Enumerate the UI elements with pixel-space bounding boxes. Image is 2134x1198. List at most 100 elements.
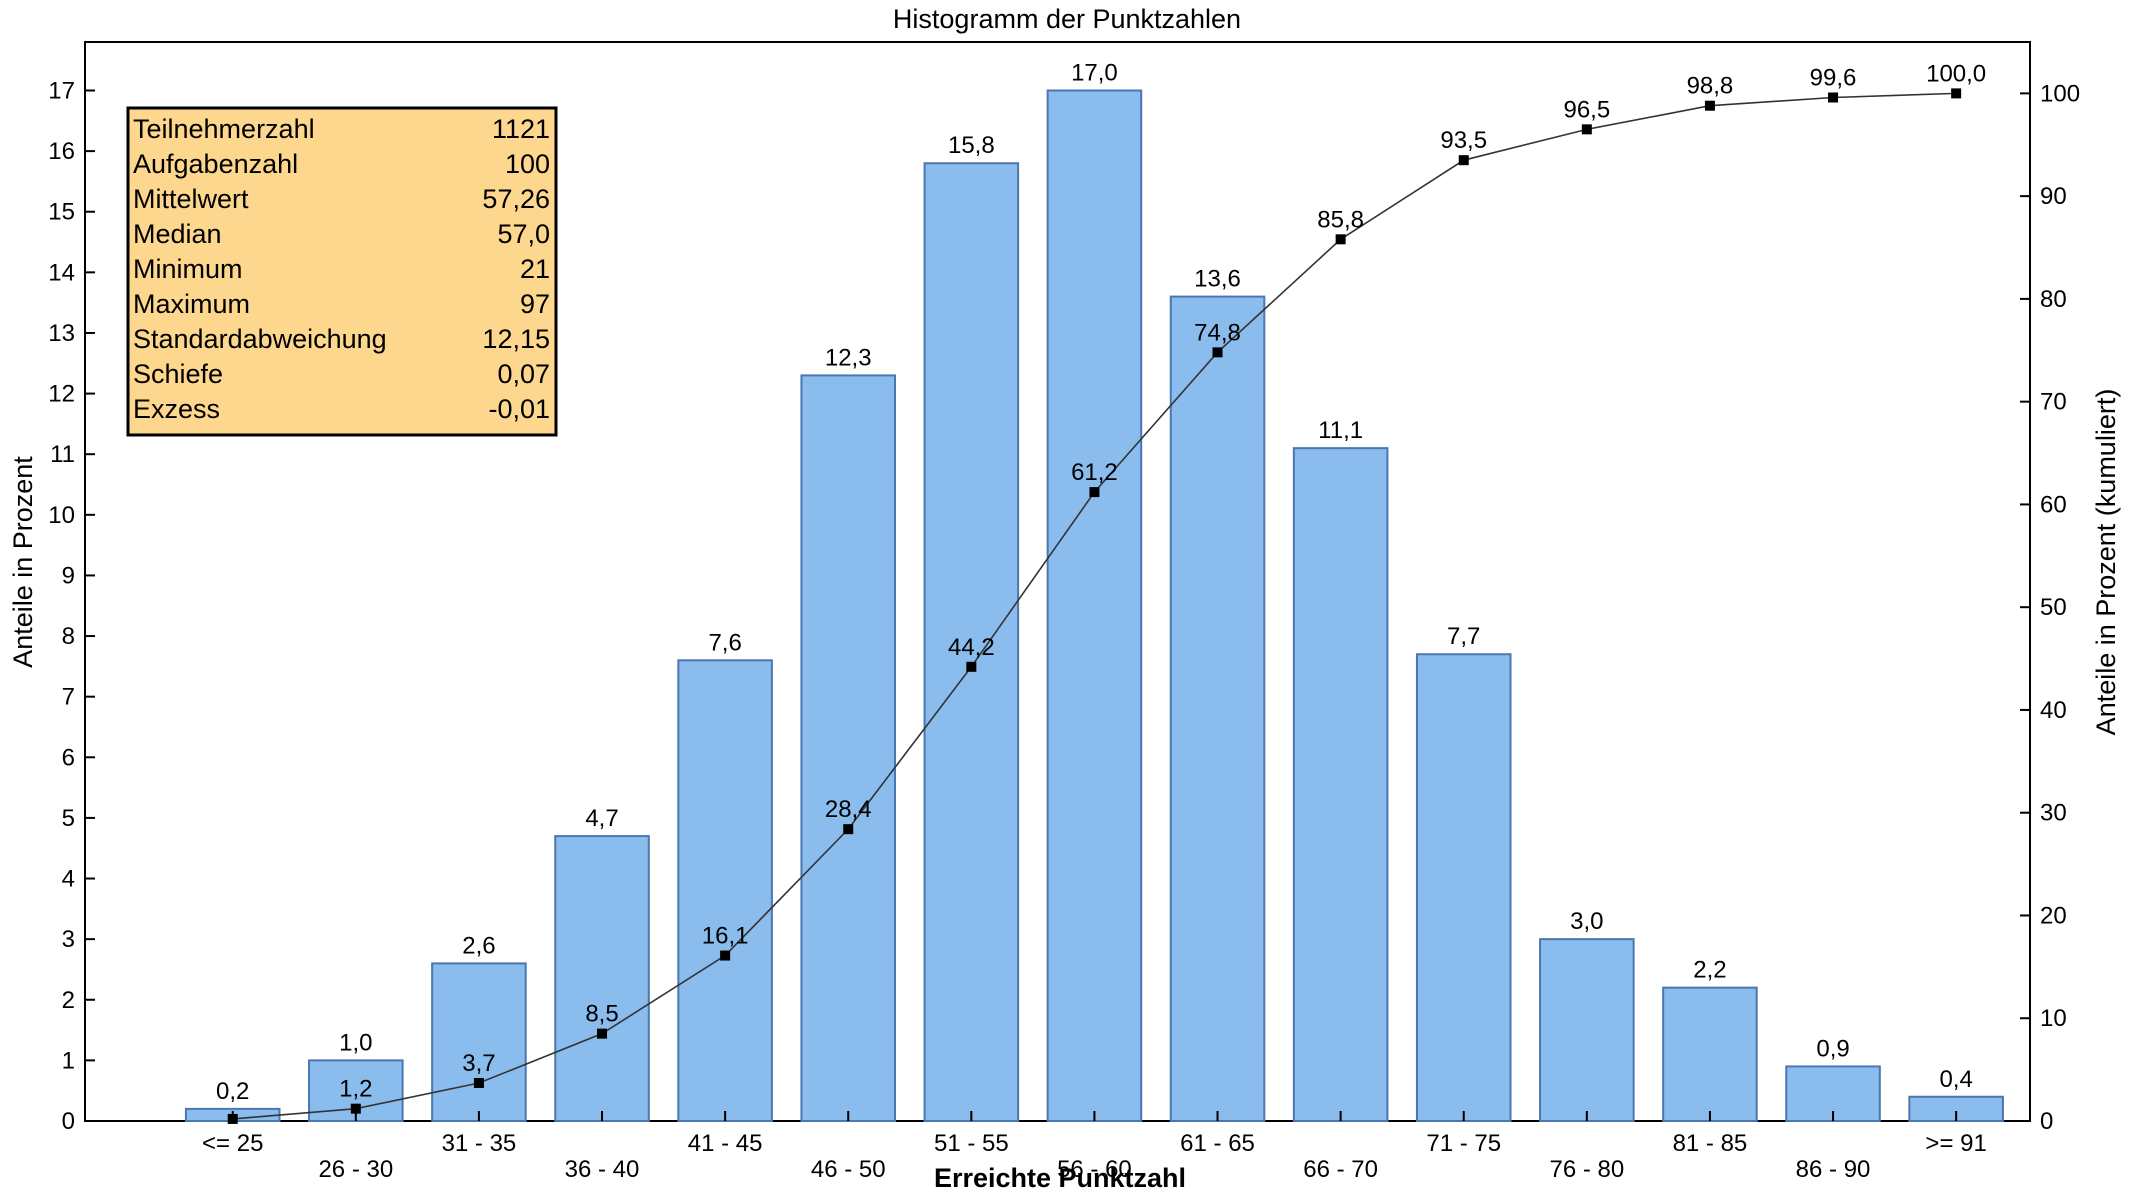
stat-value: 97: [520, 289, 550, 319]
y-tick-label: 11: [50, 441, 75, 468]
x-tick-label: <= 25: [202, 1130, 263, 1157]
stat-value: 0,07: [497, 359, 550, 389]
cumulative-value-label: 16,1: [702, 923, 749, 950]
cumulative-marker: [843, 824, 854, 835]
cumulative-marker: [1089, 487, 1100, 498]
y2-tick-label: 10: [2040, 1005, 2067, 1032]
stat-value: -0,01: [488, 394, 550, 424]
y-tick-label: 6: [62, 744, 75, 771]
y-tick-label: 1: [62, 1047, 75, 1074]
x-tick-label: 66 - 70: [1303, 1156, 1378, 1183]
y-tick-label: 14: [48, 259, 75, 286]
bar-value-label: 1,0: [339, 1029, 372, 1056]
bar-value-label: 2,6: [462, 932, 495, 959]
cumulative-value-label: 8,5: [585, 1001, 618, 1028]
y-tick-label: 16: [48, 138, 75, 165]
cumulative-value-label: 99,6: [1810, 64, 1857, 91]
cumulative-marker: [1704, 100, 1715, 111]
cumulative-marker: [720, 950, 731, 961]
cumulative-marker: [473, 1077, 484, 1088]
cumulative-marker: [1951, 88, 1962, 99]
cumulative-value-label: 96,5: [1563, 96, 1610, 123]
right-axis-ticks: 0 10 20 30 40 50 60 70 80 90 100: [2020, 80, 2080, 1135]
cumulative-value-label: 98,8: [1687, 73, 1734, 100]
y2-tick-label: 100: [2040, 80, 2080, 107]
bar-value-label: 13,6: [1194, 266, 1241, 293]
cumulative-marker: [1828, 92, 1839, 103]
y2-tick-label: 20: [2040, 902, 2067, 929]
stat-label: Schiefe: [133, 359, 223, 389]
stat-label: Maximum: [133, 289, 250, 319]
x-tick-label: 26 - 30: [318, 1156, 393, 1183]
bar-value-label: 0,2: [216, 1078, 249, 1105]
bar: [431, 962, 527, 1122]
bar: [1169, 295, 1266, 1122]
y-tick-label: 0: [62, 1108, 75, 1135]
y-tick-label: 15: [48, 199, 75, 226]
cumulative-line: 1,2 3,7 8,5 16,1 28,4 44,2 61,2 74,8 85,8 93,5 96,…: [227, 60, 1986, 1124]
cumulative-value-label: 74,8: [1194, 319, 1241, 346]
y-tick-label: 5: [62, 805, 75, 832]
stat-value: 57,0: [497, 219, 550, 249]
bar-value-label: 15,8: [948, 132, 995, 159]
chart-title: Histogramm der Punktzahlen: [893, 4, 1241, 34]
y2-tick-label: 0: [2040, 1108, 2053, 1135]
bar: [1046, 89, 1143, 1122]
cumulative-marker: [597, 1028, 608, 1039]
y2-axis-title: Anteile in Prozent (kumuliert): [2091, 389, 2121, 736]
x-tick-label: 51 - 55: [934, 1130, 1009, 1157]
stat-value: 21: [520, 254, 550, 284]
cumulative-value-label: 44,2: [948, 634, 995, 661]
bar-value-label: 0,4: [1939, 1066, 1972, 1093]
y-tick-label: 2: [62, 987, 75, 1014]
cumulative-marker: [1458, 155, 1469, 166]
cumulative-value-label: 100,0: [1926, 60, 1986, 87]
x-tick-label: 36 - 40: [565, 1156, 640, 1183]
y2-tick-label: 80: [2040, 286, 2067, 313]
bar-value-label: 17,0: [1071, 59, 1118, 86]
cumulative-marker: [1212, 347, 1223, 358]
x-tick-label: 41 - 45: [688, 1130, 763, 1157]
stat-label: Median: [133, 219, 222, 249]
y-tick-label: 3: [62, 926, 75, 953]
y-tick-label: 10: [48, 502, 75, 529]
x-axis-title: Erreichte Punktzahl: [934, 1163, 1186, 1193]
stat-value: 100: [505, 149, 550, 179]
stat-label: Aufgabenzahl: [133, 149, 298, 179]
bar: [1415, 653, 1512, 1122]
y2-tick-label: 60: [2040, 491, 2067, 518]
bar: [800, 374, 897, 1122]
x-tick-label: 71 - 75: [1426, 1130, 1501, 1157]
bar-value-label: 7,6: [708, 629, 741, 656]
y-tick-label: 4: [62, 866, 75, 893]
cumulative-value-label: 1,2: [339, 1076, 372, 1103]
bar: [1539, 938, 1635, 1122]
y2-tick-label: 40: [2040, 697, 2067, 724]
y-tick-label: 9: [62, 562, 75, 589]
bar-value-label: 12,3: [825, 344, 872, 371]
stat-label: Mittelwert: [133, 184, 249, 214]
y2-tick-label: 30: [2040, 800, 2067, 827]
bar-value-label: 0,9: [1816, 1035, 1849, 1062]
bar-value-label: 3,0: [1570, 908, 1603, 935]
statistics-box: Teilnehmerzahl 1121 Aufgabenzahl 100 Mittelw…: [126, 106, 558, 437]
stat-label: Standardabweichung: [133, 324, 387, 354]
cumulative-value-label: 28,4: [825, 796, 872, 823]
cumulative-value-label: 61,2: [1071, 459, 1118, 486]
y-tick-label: 7: [62, 684, 75, 711]
cumulative-marker: [966, 661, 977, 672]
cumulative-value-label: 85,8: [1317, 206, 1364, 233]
bar-value-labels: 0,2 1,0 2,6 4,7 7,6 12,3 15,8 17,0 13,6 11,1 7,7 3,…: [216, 59, 1973, 1104]
x-tick-label: 81 - 85: [1673, 1130, 1748, 1157]
cumulative-marker: [350, 1103, 361, 1114]
y-tick-label: 17: [48, 77, 75, 104]
bars: [184, 89, 2004, 1123]
cumulative-value-label: 93,5: [1440, 127, 1487, 154]
cumulative-marker: [1335, 234, 1346, 245]
stat-value: 1121: [492, 114, 550, 144]
bar: [554, 835, 650, 1122]
x-tick-label: 86 - 90: [1796, 1156, 1871, 1183]
